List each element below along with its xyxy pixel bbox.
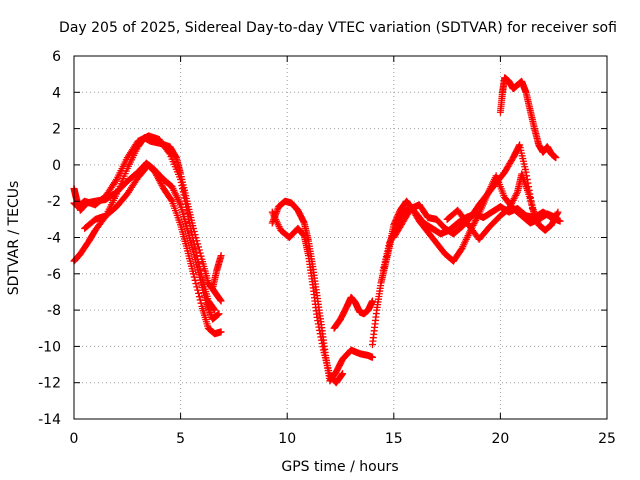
series-track-6	[268, 197, 376, 385]
y-tick-label: -8	[47, 303, 61, 319]
data-point	[112, 177, 120, 185]
y-tick-label: -2	[47, 194, 61, 210]
data-point	[195, 289, 203, 297]
series-track-5	[209, 252, 225, 292]
y-tick-label: -4	[47, 231, 61, 247]
data-point	[217, 297, 225, 305]
y-tick-label: 2	[52, 122, 61, 138]
data-point	[554, 208, 562, 216]
data-point	[552, 154, 560, 162]
x-tick-label: 10	[278, 431, 296, 447]
data-point	[217, 328, 225, 336]
x-axis-ticks: 0 5 10 15 20 25	[70, 56, 616, 447]
series-track-13	[496, 74, 560, 162]
x-tick-label: 15	[385, 431, 403, 447]
x-tick-label: 20	[491, 431, 509, 447]
series-track-8	[330, 293, 376, 332]
data-point	[192, 280, 200, 288]
data-point	[189, 270, 197, 278]
y-tick-label: -6	[47, 267, 61, 283]
y-axis-ticks: -14 -12 -10 -8 -6 -4 -2 0 2 4 6	[38, 49, 607, 428]
series-track-4	[81, 161, 223, 323]
data-point	[368, 353, 376, 361]
series-track-11	[390, 141, 562, 241]
data-point	[513, 190, 521, 198]
chart-title: Day 205 of 2025, Sidereal Day-to-day VTE…	[59, 20, 617, 36]
x-tick-label: 5	[176, 431, 185, 447]
data-point	[195, 293, 203, 301]
y-tick-label: 4	[52, 85, 61, 101]
grid-lines	[74, 56, 607, 419]
data-point	[556, 217, 564, 225]
y-axis-label: SDTVAR / TECUs	[6, 181, 22, 296]
y-tick-label: 6	[52, 49, 61, 65]
data-point	[531, 210, 539, 218]
data-point	[368, 297, 376, 305]
data-point	[167, 196, 175, 204]
data-point	[339, 370, 347, 378]
x-tick-label: 25	[598, 431, 616, 447]
data-point	[474, 212, 482, 220]
y-tick-label: -14	[38, 412, 61, 428]
y-tick-label: -12	[38, 376, 61, 392]
x-axis-label: GPS time / hours	[281, 459, 398, 475]
y-tick-label: -10	[38, 339, 61, 355]
series-track-7	[268, 208, 347, 387]
data-point	[217, 252, 225, 260]
data-point	[215, 310, 223, 318]
x-tick-label: 0	[70, 431, 79, 447]
series-track-3	[70, 159, 225, 338]
data-point	[194, 240, 202, 248]
series-track-12	[443, 170, 539, 243]
data-point	[211, 306, 219, 314]
y-tick-label: 0	[52, 158, 61, 174]
data-point	[165, 149, 173, 157]
data-point	[193, 283, 201, 291]
data-points	[70, 74, 564, 387]
data-point	[195, 243, 203, 251]
